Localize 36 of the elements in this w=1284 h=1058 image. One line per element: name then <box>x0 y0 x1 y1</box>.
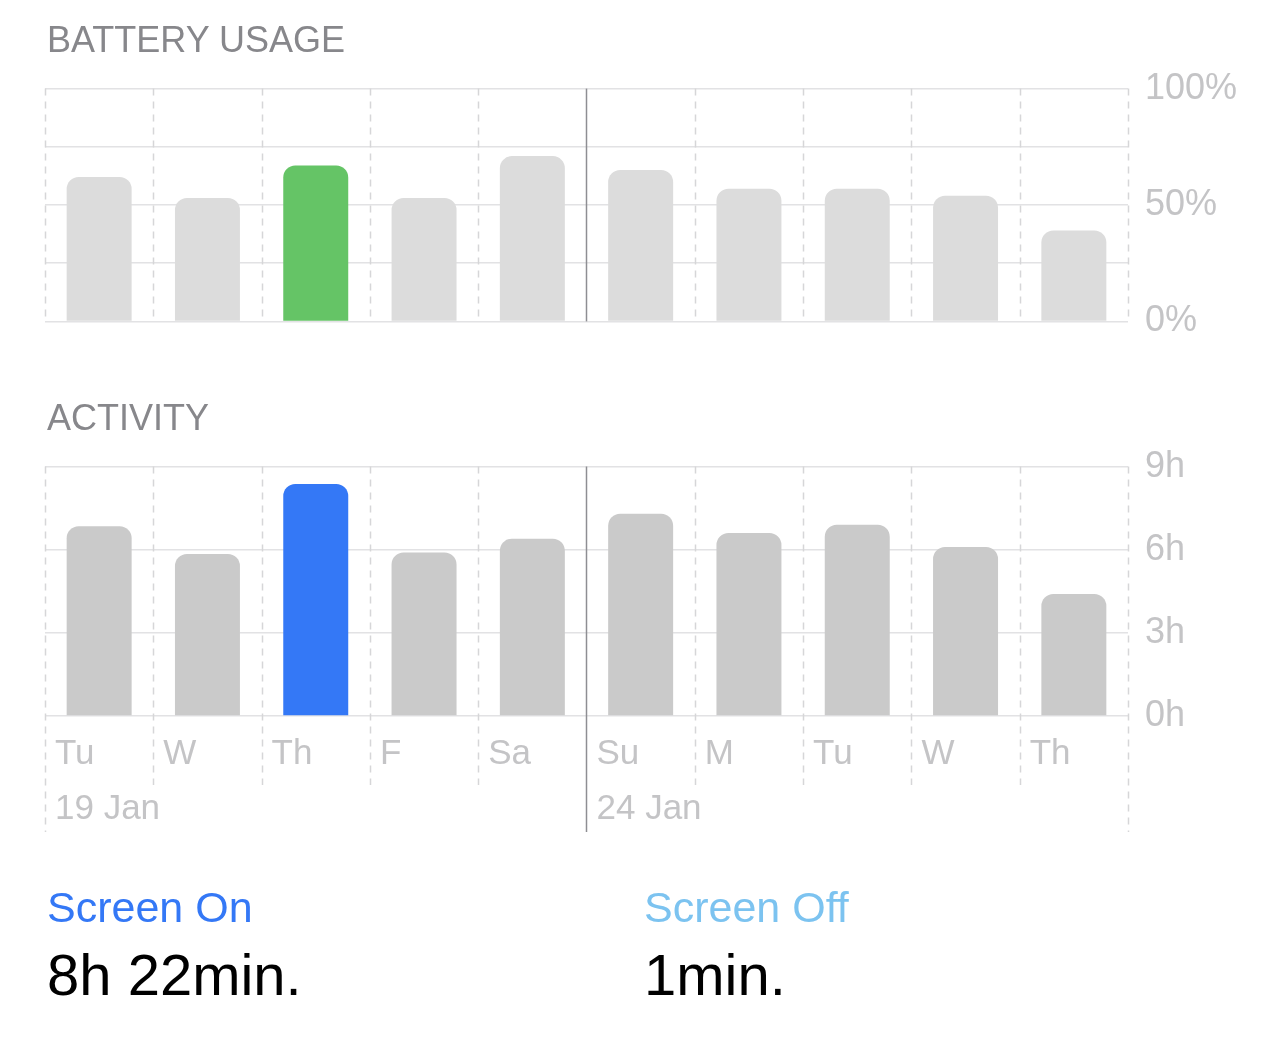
x-tick-label: Tu <box>813 731 853 771</box>
y-tick-label: 50% <box>1145 181 1218 223</box>
chart-title: ACTIVITY <box>47 397 210 438</box>
text: 19 Jan <box>55 786 161 826</box>
y-tick-label: 0h <box>1145 692 1186 734</box>
chart-title: BATTERY USAGE <box>47 19 346 60</box>
bar <box>1041 594 1107 716</box>
bar <box>499 538 565 716</box>
x-tick-label: Tu <box>55 731 95 771</box>
x-tick-label: W <box>163 731 197 771</box>
text: 8h 22min. <box>47 942 302 1007</box>
bar <box>391 552 457 716</box>
x-tick-label: F <box>379 731 402 771</box>
y-tick-label: 0% <box>1145 298 1198 340</box>
y-tick-label: 100% <box>1145 65 1238 107</box>
bar <box>174 553 240 716</box>
y-tick-label: 9h <box>1145 443 1186 485</box>
bar <box>283 484 349 716</box>
bar <box>824 524 890 716</box>
bar <box>716 533 782 716</box>
x-tick-label: Sa <box>488 731 532 771</box>
x-tick-label: M <box>704 731 734 771</box>
category-label: Screen Off <box>644 883 849 931</box>
category-label: Screen On <box>47 883 253 931</box>
y-tick-label: 6h <box>1145 526 1186 568</box>
x-tick-label: Th <box>1029 731 1071 771</box>
x-tick-label: Su <box>596 731 640 771</box>
ref-line-label: 24 Jan <box>596 786 702 826</box>
x-tick-label: Th <box>271 731 313 771</box>
bar <box>933 546 999 716</box>
bar <box>283 165 349 321</box>
bar <box>66 526 132 716</box>
x-tick-label: W <box>921 731 955 771</box>
y-tick-label: 3h <box>1145 609 1186 651</box>
text: 1min. <box>644 942 786 1007</box>
bar <box>608 513 674 716</box>
